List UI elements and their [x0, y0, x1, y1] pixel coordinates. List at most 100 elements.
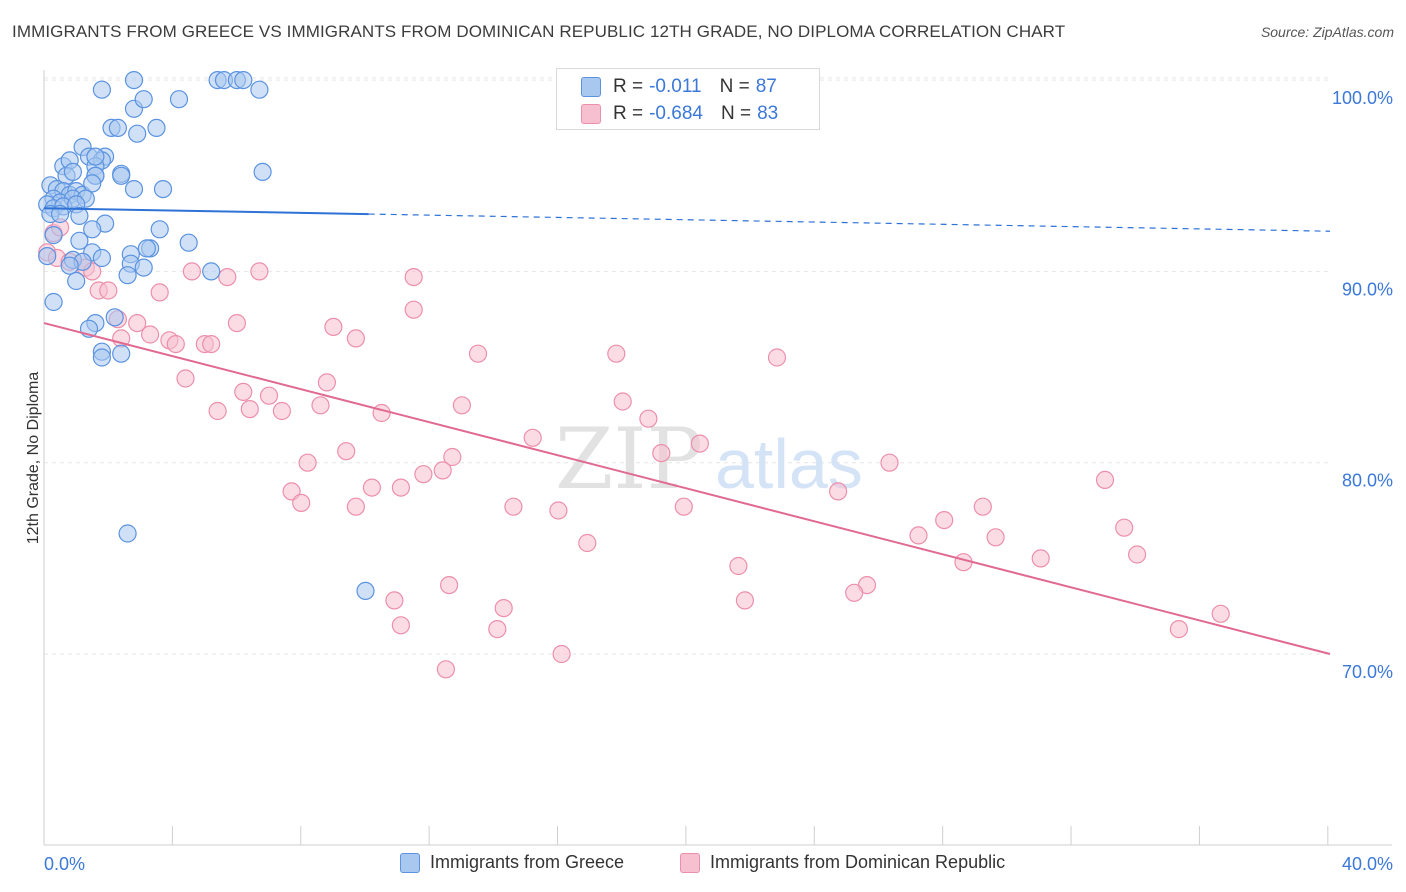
greece-point — [169, 90, 189, 109]
dominican-point — [208, 401, 227, 421]
dominican-point — [880, 453, 899, 472]
greece-point — [50, 204, 70, 224]
dominican-point — [346, 497, 365, 516]
dominican-point — [767, 348, 787, 367]
greece-point — [92, 80, 112, 99]
dominican-point — [1211, 604, 1230, 623]
greece-legend-swatch — [400, 852, 420, 873]
dominican-point — [440, 575, 459, 595]
y-tick-label: 80.0% — [1342, 471, 1393, 491]
watermark: ZIP atlas — [555, 410, 863, 508]
greece-point — [108, 118, 128, 138]
dominican-point — [414, 465, 433, 484]
dominican-swatch — [581, 104, 601, 124]
dominican-n-value: 83 — [757, 103, 779, 124]
dominican-point — [436, 660, 455, 679]
greece-point — [112, 344, 131, 363]
greece-point — [118, 524, 137, 543]
dominican-point — [202, 335, 221, 354]
dominican-point — [828, 482, 848, 501]
greece-point — [250, 80, 269, 99]
greece-point — [253, 162, 272, 181]
dominican-point — [845, 583, 864, 602]
greece-point — [38, 247, 57, 266]
dominican-r-label: R = — [613, 103, 644, 124]
greece-point — [356, 581, 375, 601]
x-tick-label-min: 0.0% — [44, 854, 85, 874]
dominican-point — [433, 461, 452, 480]
greece-point — [92, 348, 112, 367]
series-legend: Immigrants from Greece Immigrants from D… — [0, 852, 1406, 878]
dominican-trend-line — [43, 322, 1331, 655]
dominican-point — [311, 396, 330, 415]
chart-title: IMMIGRANTS FROM GREECE VS IMMIGRANTS FRO… — [12, 22, 1066, 41]
dominican-point — [1095, 470, 1115, 489]
dominican-point — [141, 325, 160, 344]
dominican-point — [227, 314, 246, 333]
greece-point — [134, 90, 153, 109]
greece-point — [112, 166, 131, 185]
dominican-point — [99, 281, 118, 300]
dominican-point — [652, 444, 671, 463]
dominican-point — [218, 268, 237, 287]
dominican-point — [973, 497, 992, 516]
legend-item-dominican[interactable]: Immigrants from Dominican Republic — [680, 852, 1005, 873]
greece-point — [124, 70, 144, 90]
dominican-point — [986, 528, 1005, 547]
greece-point — [202, 262, 221, 281]
dominican-point — [166, 335, 185, 354]
greece-point — [105, 308, 124, 327]
greece-point — [150, 220, 169, 239]
dominican-point — [324, 317, 343, 336]
greece-n-value: 87 — [755, 76, 777, 97]
dominican-point — [552, 644, 571, 664]
dominican-n-label: N = — [720, 103, 752, 124]
dominican-point — [639, 409, 658, 428]
greece-point — [147, 118, 166, 138]
greece-r-label: R = — [613, 76, 644, 97]
dominican-point — [272, 401, 291, 421]
dominican-point — [150, 283, 169, 302]
dominican-point — [494, 598, 513, 618]
greece-point — [83, 174, 102, 193]
dominican-point — [346, 329, 365, 348]
legend-row-dominican: R = -0.684 N = 83 — [581, 102, 778, 126]
dominican-point — [404, 268, 423, 287]
dominican-point — [404, 300, 423, 319]
greece-n-label: N = — [719, 76, 750, 97]
dominican-point — [452, 396, 471, 415]
greece-r-value: -0.011 — [649, 76, 702, 97]
dominican-point — [468, 344, 488, 363]
greece-point — [63, 162, 83, 181]
dominican-point — [1127, 545, 1147, 564]
dominican-point — [292, 493, 311, 512]
dominican-point — [674, 497, 693, 516]
dominican-point — [128, 314, 147, 333]
greece-point — [124, 180, 144, 199]
greece-point — [83, 220, 102, 239]
dominican-point — [182, 262, 201, 281]
watermark-zip: ZIP — [555, 410, 703, 508]
dominican-point — [240, 400, 259, 419]
x-tick-label-max: 40.0% — [1342, 854, 1393, 874]
dominican-point — [690, 434, 710, 453]
source-credit: Source: ZipAtlas.com — [1260, 24, 1394, 40]
greece-point — [60, 256, 79, 275]
greece-point — [137, 239, 156, 258]
dominican-point — [298, 453, 317, 472]
dominican-point — [176, 369, 195, 388]
greece-trend-line — [43, 207, 369, 216]
legend-item-greece[interactable]: Immigrants from Greece — [400, 852, 624, 873]
dominican-point — [250, 262, 269, 281]
tick-labels: 70.0% 80.0% 90.0% 100.0% 0.0% 40.0% — [44, 88, 1393, 874]
greece-point — [92, 248, 112, 268]
dominican-point — [1031, 549, 1050, 568]
y-tick-label: 100.0% — [1332, 88, 1393, 108]
y-tick-label: 70.0% — [1342, 662, 1393, 682]
dominican-point — [337, 442, 356, 461]
dominican-r-value: -0.684 — [649, 103, 703, 124]
dominican-point — [391, 616, 410, 635]
dominican-point — [735, 591, 755, 610]
dominican-point — [504, 497, 523, 516]
